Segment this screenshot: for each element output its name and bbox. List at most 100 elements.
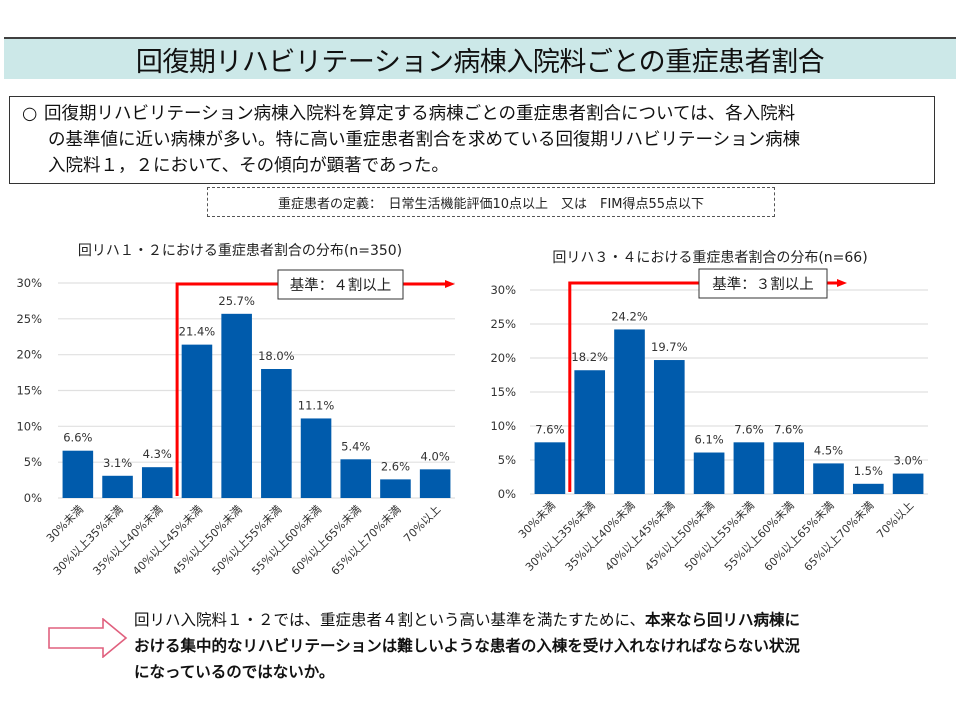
x-tick-label: 65%以上70%未満 xyxy=(329,503,404,578)
x-tick-label: 50%以上55%未満 xyxy=(210,503,285,578)
data-label: 3.1% xyxy=(103,456,132,470)
y-tick-label: 10% xyxy=(490,419,516,433)
y-tick-label: 30% xyxy=(490,283,516,297)
conclusion-bold-text: になっているのではないか。 xyxy=(134,663,335,681)
data-label: 6.6% xyxy=(63,431,92,445)
bar xyxy=(534,442,566,494)
x-tick-label: 50%以上55%未満 xyxy=(682,499,757,574)
summary-box: ○ 回復期リハビリテーション病棟入院料を算定する病棟ごとの重症患者割合については、… xyxy=(9,96,935,184)
y-tick-label: 0% xyxy=(498,487,516,501)
right-arrow-icon xyxy=(48,618,128,658)
bar xyxy=(653,360,685,494)
bar xyxy=(102,475,133,498)
chart-left-svg: 回リハ１・２における重症患者割合の分布(n=350) 0% 5% 10% 15% 20% 2… xyxy=(16,242,455,578)
chart-title: 回リハ１・２における重症患者割合の分布(n=350) xyxy=(78,242,402,259)
chart-title: 回リハ３・４における重症患者割合の分布(n=66) xyxy=(552,249,867,266)
x-tick-label: 45%以上50%未満 xyxy=(642,499,717,574)
y-tick-label: 5% xyxy=(24,455,42,469)
bar xyxy=(380,479,411,498)
conclusion-text: 回リハ入院料１・２では、重症患者４割という高い基準を満たすために、本来なら回リハ… xyxy=(134,607,934,685)
bar xyxy=(773,442,805,494)
threshold-label-box xyxy=(277,269,404,300)
summary-line-2: の基準値に近い病棟が多い。特に高い重症患者割合を求めている回復期リハビリテーショ… xyxy=(48,130,801,150)
x-tick-label: 60%以上65%未満 xyxy=(289,503,364,578)
data-label: 4.3% xyxy=(143,447,172,461)
bar xyxy=(693,452,725,494)
data-label: 6.1% xyxy=(694,433,723,447)
threshold-arrowhead-icon xyxy=(445,280,455,288)
data-label: 4.5% xyxy=(814,443,843,457)
bullet-circle-icon: ○ xyxy=(22,104,38,124)
y-tick-label: 25% xyxy=(16,312,42,326)
bar xyxy=(419,469,451,498)
conclusion-normal-text: 回リハ入院料１・２では、重症患者４割という高い基準を満たすために、 xyxy=(134,611,646,629)
conclusion-line-1: 回リハ入院料１・２では、重症患者４割という高い基準を満たすために、本来なら回リハ… xyxy=(134,607,934,633)
x-tick-label: 55%以上60%未満 xyxy=(249,503,324,578)
threshold-label: 基準：３割以上 xyxy=(712,276,814,293)
y-tick-label: 10% xyxy=(16,419,42,433)
y-tick-label: 20% xyxy=(16,348,42,362)
chart-left: 回リハ１・２における重症患者割合の分布(n=350) 0% 5% 10% 15% 20% 2… xyxy=(0,232,470,606)
conclusion-line-3: になっているのではないか。 xyxy=(134,659,934,685)
y-tick-label: 20% xyxy=(490,351,516,365)
data-label: 5.4% xyxy=(341,439,370,453)
bar xyxy=(181,344,213,498)
bar xyxy=(340,459,372,498)
x-tick-label: 65%以上70%未満 xyxy=(802,499,877,574)
x-tick-label: 35%以上40%未満 xyxy=(90,503,165,578)
data-label: 11.1% xyxy=(298,398,335,412)
data-label: 4.0% xyxy=(421,449,450,463)
data-label: 1.5% xyxy=(854,464,883,478)
threshold-arrowhead-icon xyxy=(837,279,847,287)
y-tick-label: 15% xyxy=(16,384,42,398)
data-label: 21.4% xyxy=(179,325,216,339)
bar xyxy=(62,450,94,498)
bar xyxy=(261,369,292,498)
threshold-label-box xyxy=(698,268,828,299)
x-tick-label: 70%以上 xyxy=(401,503,443,545)
data-label: 24.2% xyxy=(611,309,648,323)
conclusion-bold-text: 本来なら回リハ病棟に xyxy=(645,611,801,629)
data-label: 19.7% xyxy=(651,340,688,354)
data-label: 18.2% xyxy=(571,350,608,364)
bar xyxy=(221,313,252,498)
x-tick-label: 45%以上50%未満 xyxy=(170,503,245,578)
x-tick-label: 30%以上35%未満 xyxy=(523,499,598,574)
definition-text: 重症患者の定義： 日常生活機能評価10点以上 又は FIM得点55点以下 xyxy=(277,196,705,212)
y-tick-label: 5% xyxy=(498,453,516,467)
bar xyxy=(813,463,844,494)
data-label: 25.7% xyxy=(218,294,255,308)
page-title-bar: 回復期リハビリテーション病棟入院料ごとの重症患者割合 xyxy=(4,37,956,79)
x-tick-label: 60%以上65%未満 xyxy=(762,499,837,574)
x-tick-label: 35%以上40%未満 xyxy=(563,499,638,574)
summary-text: 回復期リハビリテーション病棟入院料を算定する病棟ごとの重症患者割合については、各… xyxy=(44,104,796,124)
x-tick-label: 30%以上35%未満 xyxy=(51,503,126,578)
data-label: 18.0% xyxy=(258,349,295,363)
definition-box: 重症患者の定義： 日常生活機能評価10点以上 又は FIM得点55点以下 xyxy=(207,187,775,217)
data-label: 7.6% xyxy=(734,422,763,436)
bar xyxy=(141,467,173,498)
y-tick-label: 30% xyxy=(16,276,42,290)
data-label: 2.6% xyxy=(381,459,410,473)
chart-right: 回リハ３・４における重症患者割合の分布(n=66) 0% 5% 10% 15% 20% 25… xyxy=(480,232,950,606)
summary-line-3: 入院料１，２において、その傾向が顕著であった。 xyxy=(48,156,449,176)
conclusion-bold-text: おける集中的なリハビリテーションは難しいような患者の入棟を受け入れなければならな… xyxy=(134,637,800,655)
bar xyxy=(300,418,332,498)
bar xyxy=(614,329,645,494)
data-label: 7.6% xyxy=(535,422,564,436)
bar xyxy=(892,473,924,494)
x-tick-label: 55%以上60%未満 xyxy=(722,499,797,574)
x-tick-label: 40%以上45%未満 xyxy=(130,503,205,578)
data-label: 3.0% xyxy=(893,454,922,468)
y-tick-label: 15% xyxy=(490,385,516,399)
threshold-label: 基準：４割以上 xyxy=(290,277,392,294)
data-label: 7.6% xyxy=(774,422,803,436)
page-title: 回復期リハビリテーション病棟入院料ごとの重症患者割合 xyxy=(135,46,825,78)
conclusion-line-2: おける集中的なリハビリテーションは難しいような患者の入棟を受け入れなければならな… xyxy=(134,633,934,659)
bar xyxy=(852,483,884,494)
y-tick-label: 25% xyxy=(490,317,516,331)
y-tick-label: 0% xyxy=(24,491,42,505)
x-tick-label: 70%以上 xyxy=(874,499,916,541)
x-tick-label: 40%以上45%未満 xyxy=(603,499,678,574)
summary-line-1: ○ 回復期リハビリテーション病棟入院料を算定する病棟ごとの重症患者割合については、… xyxy=(22,101,924,127)
